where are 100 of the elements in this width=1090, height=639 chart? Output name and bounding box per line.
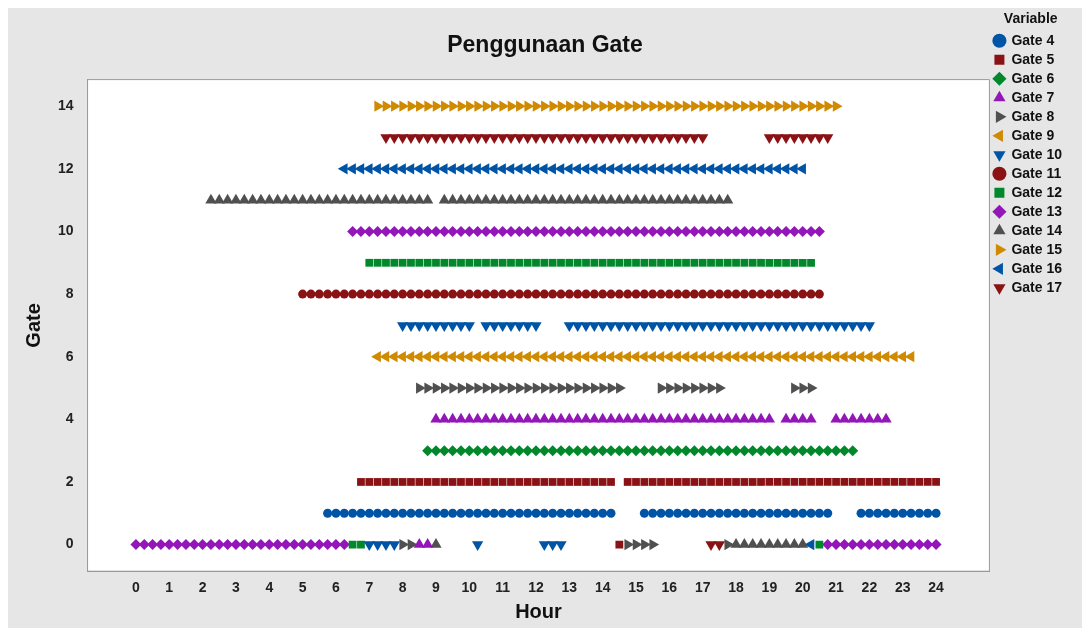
- point: [532, 100, 543, 112]
- point: [615, 258, 624, 267]
- point: [404, 163, 415, 175]
- point: [438, 412, 450, 423]
- point: [638, 134, 650, 145]
- point: [755, 412, 767, 423]
- point: [482, 100, 493, 112]
- point: [441, 100, 451, 112]
- point: [780, 445, 792, 457]
- point: [522, 412, 534, 423]
- point: [757, 258, 765, 267]
- point: [690, 258, 699, 267]
- point: [422, 134, 434, 145]
- point: [373, 258, 382, 267]
- point: [816, 100, 826, 112]
- point: [679, 163, 690, 175]
- legend-label: Gate 11: [1011, 164, 1062, 181]
- point: [497, 412, 509, 423]
- point: [557, 258, 565, 267]
- point: [465, 258, 474, 267]
- point: [390, 258, 399, 267]
- point: [523, 258, 532, 267]
- point: [488, 412, 500, 423]
- point: [830, 445, 842, 457]
- x-tick-label: 13: [561, 579, 578, 596]
- point: [432, 100, 443, 112]
- point: [582, 100, 593, 112]
- point: [832, 100, 843, 112]
- x-tick-label: 24: [928, 579, 945, 596]
- point: [540, 258, 549, 267]
- point: [782, 100, 793, 112]
- x-tick-label: 21: [828, 579, 845, 596]
- point: [438, 134, 450, 145]
- point: [507, 382, 518, 394]
- point: [516, 382, 526, 394]
- point: [647, 412, 659, 423]
- point: [607, 382, 618, 394]
- point: [779, 163, 790, 175]
- point: [563, 134, 575, 145]
- x-tick-label: 17: [694, 579, 711, 596]
- point: [582, 258, 590, 267]
- point: [707, 258, 715, 267]
- point: [649, 538, 660, 551]
- point: [747, 412, 759, 423]
- legend-label: Gate 7: [1011, 88, 1055, 105]
- point: [482, 382, 493, 394]
- point: [379, 163, 390, 175]
- point: [591, 382, 601, 394]
- legend-label: Gate 17: [1011, 278, 1063, 295]
- x-tick-label: 15: [628, 579, 645, 596]
- point: [582, 382, 593, 394]
- point: [507, 100, 518, 112]
- point: [566, 100, 576, 112]
- point: [455, 412, 467, 423]
- x-tick-label: 4: [265, 579, 274, 596]
- point: [655, 412, 667, 423]
- point: [455, 134, 467, 145]
- point: [623, 258, 632, 267]
- point: [680, 134, 692, 145]
- y-tick-label: 0: [65, 535, 74, 552]
- point: [516, 100, 526, 112]
- point: [738, 412, 750, 423]
- point: [482, 258, 490, 267]
- point: [541, 100, 551, 112]
- point: [780, 412, 792, 423]
- point: [723, 258, 732, 267]
- point: [807, 382, 818, 394]
- point: [663, 134, 675, 145]
- point: [432, 258, 440, 267]
- point: [729, 163, 740, 175]
- point: [472, 134, 484, 145]
- point: [565, 258, 574, 267]
- point: [430, 134, 442, 145]
- point: [707, 382, 718, 394]
- point: [698, 258, 707, 267]
- point: [463, 134, 475, 145]
- point: [515, 258, 524, 267]
- point: [691, 100, 701, 112]
- point: [613, 134, 625, 145]
- point: [797, 412, 809, 423]
- point: [788, 412, 801, 423]
- x-tick-label: 12: [528, 579, 544, 596]
- point: [672, 412, 684, 423]
- point: [622, 412, 634, 423]
- point: [566, 382, 576, 394]
- point: [605, 134, 617, 145]
- point: [766, 100, 776, 112]
- point: [773, 258, 782, 267]
- point: [491, 382, 501, 394]
- point: [538, 134, 550, 145]
- point: [730, 445, 742, 457]
- x-tick-label: 7: [365, 579, 374, 596]
- point: [780, 134, 792, 145]
- point: [513, 134, 525, 145]
- point: [457, 258, 465, 267]
- point: [413, 134, 425, 145]
- point: [547, 412, 559, 423]
- point: [498, 258, 507, 267]
- point: [416, 100, 426, 112]
- point: [666, 382, 676, 394]
